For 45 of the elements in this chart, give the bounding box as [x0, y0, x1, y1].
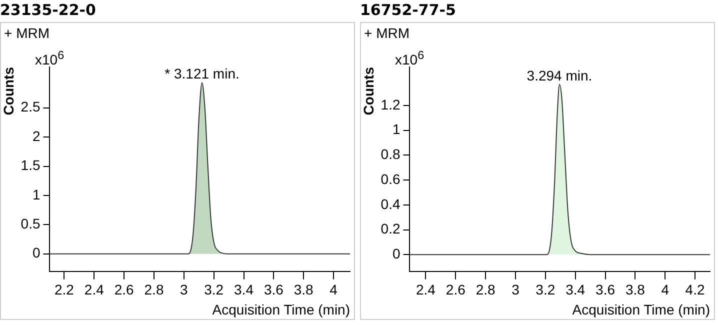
- y-tick-label: 0.6: [380, 170, 400, 187]
- y-tick-label: 1: [32, 186, 40, 202]
- y-tick-label: 1.5: [20, 157, 40, 174]
- x-tick-label: 3.2: [536, 282, 556, 298]
- x-tick-label: 3.8: [294, 282, 314, 298]
- annotation: * 3.121 min.: [164, 66, 240, 82]
- y-tick-label: 2: [32, 128, 40, 144]
- annotation: 3.294 min.: [526, 67, 592, 84]
- x-tick-label: 3.2: [204, 282, 224, 298]
- y-tick-label: 0.5: [20, 216, 40, 232]
- x-tick-label: 2.4: [416, 282, 436, 298]
- x-tick-label: 3.6: [264, 282, 284, 298]
- x-tick-label: 3: [512, 282, 520, 298]
- x-tick-label: 4.2: [685, 282, 705, 298]
- x-tick-label: 3.6: [596, 282, 616, 298]
- text: + MRM: [364, 25, 410, 41]
- text: + MRM: [4, 25, 50, 41]
- y-tick-label: 0.4: [380, 196, 400, 212]
- y-tick-label: 2.5: [20, 98, 40, 115]
- x-tick-label: 2.8: [476, 282, 496, 298]
- x-axis-title: Acquisition Time (min): [212, 301, 350, 318]
- x-tick-label: 3: [180, 282, 188, 298]
- y-tick-label: 0: [392, 245, 400, 262]
- y-axis-title: Counts: [360, 66, 376, 116]
- chart-title: 16752-77-5: [360, 0, 457, 21]
- y-tick-label: 0.8: [380, 146, 400, 162]
- x-tick-label: 3.4: [234, 282, 254, 298]
- y-tick-label: 1.2: [380, 96, 400, 112]
- y-tick-label: 0: [32, 244, 40, 261]
- x-tick-label: 4: [330, 282, 338, 298]
- y-tick-label: 0.2: [380, 220, 400, 237]
- x-axis-title: Acquisition Time (min): [572, 301, 710, 318]
- annotation: x10$^{6}$: [395, 49, 424, 68]
- x-tick-label: 2.6: [114, 282, 134, 298]
- annotation: x10$^{6}$: [35, 49, 64, 68]
- x-tick-label: 2.4: [84, 282, 104, 298]
- x-tick-label: 3.4: [566, 282, 586, 298]
- x-tick-label: 2.6: [446, 282, 466, 298]
- x-tick-label: 2.8: [144, 282, 164, 298]
- x-tick-label: 2.2: [54, 282, 74, 298]
- y-tick-label: 1: [392, 121, 400, 138]
- y-axis-title: Counts: [0, 66, 16, 116]
- x-tick-label: 4: [661, 282, 670, 298]
- x-tick-label: 3.8: [625, 282, 646, 298]
- chart-title: 23135-22-0: [0, 0, 97, 21]
